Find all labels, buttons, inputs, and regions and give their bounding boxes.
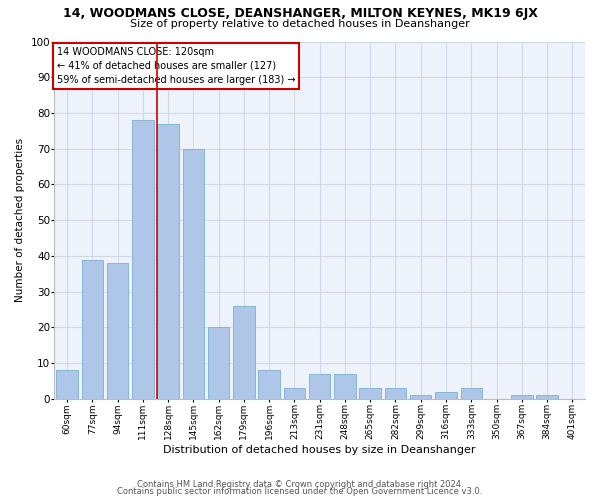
Bar — [157, 124, 179, 399]
Bar — [107, 263, 128, 399]
Bar — [334, 374, 356, 399]
Bar — [284, 388, 305, 399]
Bar — [536, 396, 558, 399]
Text: 14 WOODMANS CLOSE: 120sqm
← 41% of detached houses are smaller (127)
59% of semi: 14 WOODMANS CLOSE: 120sqm ← 41% of detac… — [57, 47, 296, 85]
Bar — [56, 370, 78, 399]
Text: 14, WOODMANS CLOSE, DEANSHANGER, MILTON KEYNES, MK19 6JX: 14, WOODMANS CLOSE, DEANSHANGER, MILTON … — [62, 8, 538, 20]
Bar — [309, 374, 331, 399]
Text: Contains HM Land Registry data © Crown copyright and database right 2024.: Contains HM Land Registry data © Crown c… — [137, 480, 463, 489]
Y-axis label: Number of detached properties: Number of detached properties — [15, 138, 25, 302]
Bar — [182, 148, 204, 399]
Bar — [132, 120, 154, 399]
Bar — [511, 396, 533, 399]
Bar — [259, 370, 280, 399]
Text: Contains public sector information licensed under the Open Government Licence v3: Contains public sector information licen… — [118, 487, 482, 496]
Bar — [82, 260, 103, 399]
Bar — [461, 388, 482, 399]
X-axis label: Distribution of detached houses by size in Deanshanger: Distribution of detached houses by size … — [163, 445, 476, 455]
Bar — [359, 388, 381, 399]
Text: Size of property relative to detached houses in Deanshanger: Size of property relative to detached ho… — [130, 19, 470, 29]
Bar — [435, 392, 457, 399]
Bar — [233, 306, 254, 399]
Bar — [385, 388, 406, 399]
Bar — [410, 396, 431, 399]
Bar — [208, 328, 229, 399]
